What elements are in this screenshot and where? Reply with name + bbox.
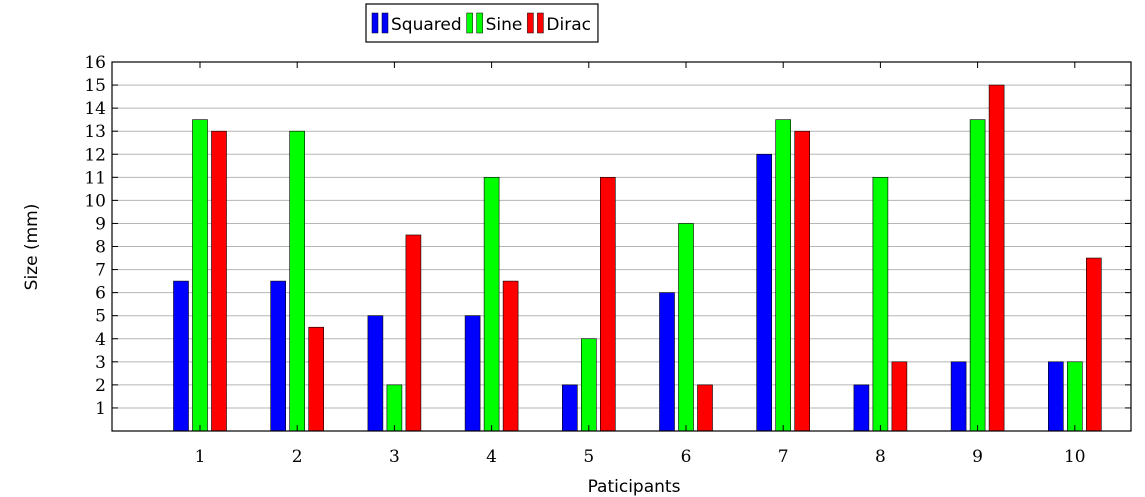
- bar-squared-5: [561, 384, 578, 432]
- x-tick-label: 8: [875, 447, 886, 467]
- legend-label-dirac: Dirac: [546, 15, 591, 35]
- bar-sine-5: [580, 338, 597, 432]
- y-tick-label: 16: [84, 53, 106, 73]
- x-tick-labels: 1 2 3 4 5 6 7 8 9 10: [195, 447, 1086, 467]
- bar-dirac-6: [697, 384, 713, 432]
- bar-dirac-7: [794, 130, 811, 432]
- x-tick-label: 9: [972, 447, 983, 467]
- y-tick-label: 9: [95, 214, 106, 234]
- legend: Squared Sine Dirac: [365, 3, 599, 43]
- y-tick-label: 2: [95, 376, 106, 396]
- y-tick-label: 11: [84, 168, 106, 188]
- x-tick-label: 7: [778, 447, 789, 467]
- x-tick-label: 10: [1064, 447, 1086, 467]
- bar-sine-10: [1067, 361, 1083, 432]
- bar-dirac-1: [211, 130, 227, 432]
- legend-swatch-sine: [466, 12, 473, 34]
- bar-squared-3: [367, 315, 384, 432]
- bar-sine-6: [678, 223, 694, 432]
- legend-swatch-squared: [381, 12, 389, 34]
- bar-sine-4: [483, 177, 500, 432]
- y-tick-label: 7: [95, 261, 106, 281]
- bar-sine-9: [969, 119, 986, 432]
- legend-label-sine: Sine: [486, 15, 523, 35]
- bar-squared-1: [173, 280, 189, 432]
- x-tick-label: 1: [195, 447, 206, 467]
- legend-swatch-sine: [476, 12, 483, 34]
- x-tick-label: 2: [292, 447, 303, 467]
- bar-sine-2: [289, 130, 306, 432]
- bar-sine-1: [192, 119, 208, 432]
- x-tick-label: 6: [681, 447, 692, 467]
- y-tick-label: 14: [84, 99, 106, 119]
- y-tick-label: 15: [84, 76, 106, 96]
- y-tick-label: 10: [84, 191, 106, 211]
- bar-squared-2: [270, 280, 287, 432]
- bar-squared-6: [659, 292, 675, 432]
- bar-dirac-10: [1086, 257, 1102, 432]
- y-tick-label: 5: [95, 307, 106, 327]
- legend-swatch-dirac: [537, 12, 544, 34]
- bar-dirac-9: [988, 84, 1005, 432]
- axes: [111, 61, 1132, 432]
- bar-sine-7: [775, 119, 792, 432]
- bar-dirac-4: [502, 280, 519, 432]
- legend-swatch-squared: [371, 12, 379, 34]
- bar-sine-8: [872, 177, 889, 432]
- y-axis-label: Size (mm): [22, 204, 42, 291]
- bars: [173, 84, 1102, 432]
- bar-squared-4: [464, 315, 481, 432]
- bar-squared-8: [853, 384, 870, 432]
- x-tick-label: 3: [389, 447, 400, 467]
- y-tick-label: 1: [95, 399, 106, 419]
- y-tick-label: 12: [84, 145, 106, 165]
- bar-dirac-5: [599, 177, 616, 432]
- x-tick-label: 5: [583, 447, 594, 467]
- bar-sine-3: [386, 384, 403, 432]
- y-tick-label: 8: [95, 238, 106, 258]
- plot-frame: [111, 61, 1132, 432]
- y-tick-label: 4: [95, 330, 106, 350]
- y-tick-label: 13: [84, 122, 106, 142]
- legend-label-squared: Squared: [391, 15, 462, 35]
- x-tick-label: 4: [486, 447, 497, 467]
- bar-dirac-3: [405, 234, 422, 432]
- bar-squared-7: [756, 153, 773, 432]
- bar-dirac-2: [308, 326, 325, 432]
- y-tick-label: 6: [95, 284, 106, 304]
- bar-squared-9: [950, 361, 967, 432]
- y-tick-label: 3: [95, 353, 106, 373]
- bar-dirac-8: [891, 361, 908, 432]
- x-axis-label: Paticipants: [588, 477, 681, 497]
- bar-squared-10: [1048, 361, 1064, 432]
- legend-swatch-dirac: [527, 12, 534, 34]
